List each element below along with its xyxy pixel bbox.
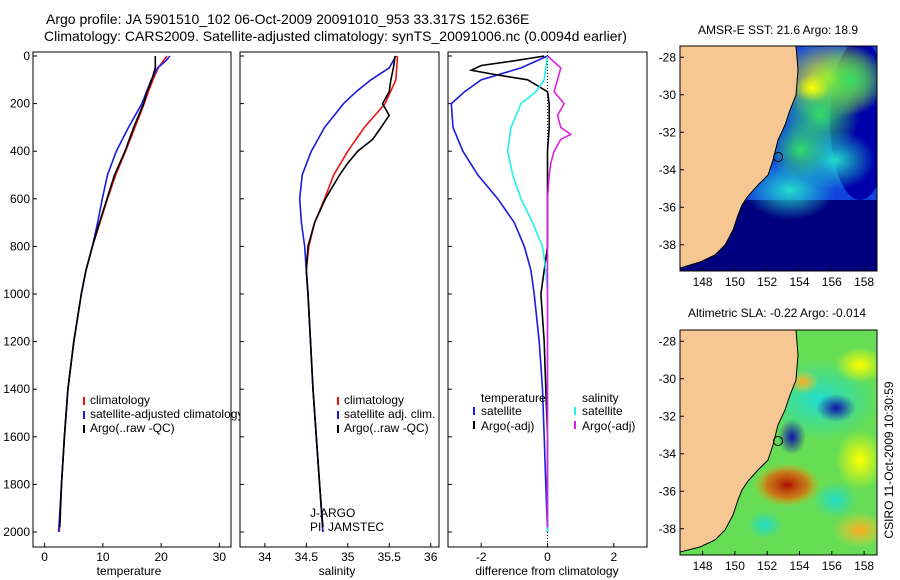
y-tick-label: 800 xyxy=(10,239,30,253)
x-tick-label: 0 xyxy=(544,550,551,564)
y-tick-label: 1200 xyxy=(3,335,30,349)
legend-climatology: climatology xyxy=(90,393,150,407)
sst-land xyxy=(680,46,799,269)
difference-panel: -2 0 2 difference from climatology tempera… xyxy=(447,51,648,578)
difference-legend-salinity: salinity satellite Argo(-adj) xyxy=(574,391,635,433)
map-x-tick-label: 148 xyxy=(693,275,713,289)
y-tick-label: 1600 xyxy=(3,430,30,444)
jargo-annotation: J-ARGO xyxy=(310,506,355,520)
series-argo-raw-qc- xyxy=(59,56,157,528)
map-x-tick-label: 150 xyxy=(725,559,745,573)
series-salinity-argo-adj- xyxy=(546,55,573,528)
map-x-tick-label: 150 xyxy=(725,275,745,289)
series-temperature-argo-adj- xyxy=(468,55,551,528)
y-tick-label: 200 xyxy=(10,97,30,111)
map-x-tick-label: 154 xyxy=(789,559,809,573)
legend-temp-satellite: satellite xyxy=(481,404,522,418)
x-tick-label: 34.5 xyxy=(295,550,319,564)
x-tick-label: 10 xyxy=(96,550,110,564)
x-tick-label: 35.5 xyxy=(378,550,402,564)
sla-argo-marker xyxy=(773,436,783,446)
sst-map-title: AMSR-E SST: 21.6 Argo: 18.9 xyxy=(698,23,858,37)
legend-argo-sal: Argo(..raw -QC) xyxy=(344,421,429,435)
x-tick-label: 0 xyxy=(41,550,48,564)
series-argo-raw-qc- xyxy=(305,55,396,528)
legend-satellite-sal: satellite adj. clim. xyxy=(344,407,435,421)
temperature-panel: 0 10 20 30 0 200 400 600 800 1000 1200 1400 1600 1800… xyxy=(3,49,243,578)
x-tick-label: 20 xyxy=(154,550,168,564)
map-y-tick-label: -36 xyxy=(659,200,677,214)
x-tick-label: 30 xyxy=(213,550,227,564)
map-y-tick-label: -28 xyxy=(659,50,677,64)
map-y-tick-label: -36 xyxy=(659,484,677,498)
temperature-legend: climatology satellite-adjusted climatolo… xyxy=(83,393,243,435)
legend-temp-argo: Argo(-adj) xyxy=(481,419,534,433)
y-tick-label: 600 xyxy=(10,192,30,206)
legend-temperature-heading: temperature xyxy=(481,391,546,405)
legend-argo: Argo(..raw -QC) xyxy=(90,421,175,435)
sla-land xyxy=(680,330,799,553)
x-tick-label: 34 xyxy=(258,550,272,564)
sst-field xyxy=(680,46,877,271)
sla-map-title: Altimetric SLA: -0.22 Argo: -0.014 xyxy=(688,306,866,320)
y-tick-label: 400 xyxy=(10,144,30,158)
map-y-tick-label: -38 xyxy=(659,522,677,536)
map-y-tick-label: -34 xyxy=(659,163,677,177)
header-line-1: Argo profile: JA 5901510_102 06-Oct-2009… xyxy=(46,11,530,27)
pi-annotation: PI: JAMSTEC xyxy=(310,520,384,534)
salinity-axes-box xyxy=(239,51,440,548)
map-x-tick-label: 154 xyxy=(789,275,809,289)
x-tick-label: -2 xyxy=(476,550,487,564)
salinity-xlabel: salinity xyxy=(319,564,356,578)
header-line-2: Climatology: CARS2009. Satellite-adjuste… xyxy=(44,28,627,44)
y-tick-label: 0 xyxy=(23,49,30,63)
map-x-tick-label: 152 xyxy=(757,559,777,573)
salinity-legend: climatology satellite adj. clim. Argo(..… xyxy=(337,393,435,435)
sst-map: AMSR-E SST: 21.6 Argo: 18.9 148 150 152 154… xyxy=(659,23,878,289)
map-y-tick-label: -28 xyxy=(659,334,677,348)
map-y-tick-label: -38 xyxy=(659,238,677,252)
series-temperature-satellite xyxy=(450,55,549,533)
legend-salinity-heading: salinity xyxy=(582,391,619,405)
y-tick-label: 1800 xyxy=(3,477,30,491)
y-tick-label: 1400 xyxy=(3,382,30,396)
y-tick-label: 1000 xyxy=(3,287,30,301)
salinity-panel: 34 34.5 35 35.5 36 salinity climatology sate… xyxy=(239,51,440,578)
map-x-tick-label: 152 xyxy=(757,275,777,289)
credit-label: CSIRO 11-Oct-2009 10:30:59 xyxy=(882,381,896,539)
legend-climatology-sal: climatology xyxy=(344,393,404,407)
map-x-tick-label: 156 xyxy=(822,559,842,573)
y-tick-label: 2000 xyxy=(3,525,30,539)
difference-xlabel: difference from climatology xyxy=(475,564,618,578)
temperature-xlabel: temperature xyxy=(97,564,162,578)
map-y-tick-label: -32 xyxy=(659,409,677,423)
legend-sal-argo: Argo(-adj) xyxy=(582,419,635,433)
x-tick-label: 35 xyxy=(341,550,355,564)
sla-map: Altimetric SLA: -0.22 Argo: -0.014 148 15… xyxy=(659,306,878,573)
map-y-tick-label: -32 xyxy=(659,125,677,139)
difference-legend-temperature: temperature satellite Argo(-adj) xyxy=(473,391,546,433)
x-tick-label: 2 xyxy=(610,550,617,564)
map-y-tick-label: -30 xyxy=(659,88,677,102)
map-x-tick-label: 156 xyxy=(822,275,842,289)
x-tick-label: 36 xyxy=(424,550,438,564)
legend-satellite-adjusted: satellite-adjusted climatology xyxy=(90,407,243,421)
map-x-tick-label: 158 xyxy=(854,275,874,289)
sla-field xyxy=(680,330,877,555)
map-x-tick-label: 148 xyxy=(693,559,713,573)
sst-argo-marker xyxy=(773,152,783,162)
legend-sal-satellite: satellite xyxy=(582,404,623,418)
map-y-tick-label: -30 xyxy=(659,372,677,386)
map-y-tick-label: -34 xyxy=(659,447,677,461)
map-x-tick-label: 158 xyxy=(854,559,874,573)
